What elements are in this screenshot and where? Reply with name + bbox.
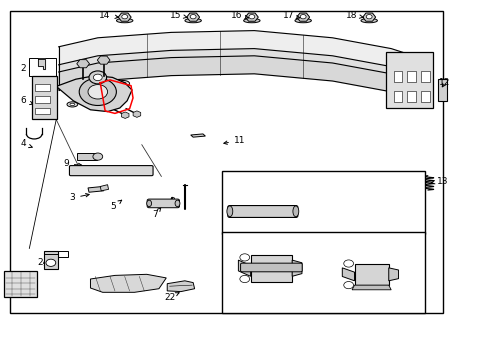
Bar <box>250 255 292 282</box>
Text: 2: 2 <box>20 64 38 75</box>
Ellipse shape <box>415 182 420 184</box>
Ellipse shape <box>120 82 126 85</box>
Bar <box>222 232 425 313</box>
Ellipse shape <box>277 178 292 185</box>
Text: 4: 4 <box>20 139 32 148</box>
Polygon shape <box>90 274 166 292</box>
Bar <box>420 71 429 82</box>
Bar <box>437 79 447 101</box>
Ellipse shape <box>292 206 298 217</box>
Polygon shape <box>56 76 132 112</box>
Ellipse shape <box>226 206 232 217</box>
Bar <box>35 84 50 91</box>
Bar <box>4 271 37 297</box>
Text: 15: 15 <box>170 10 187 19</box>
Bar <box>35 108 50 114</box>
Text: 5: 5 <box>110 200 122 211</box>
Circle shape <box>343 260 353 267</box>
Ellipse shape <box>312 180 320 183</box>
Text: 8: 8 <box>169 197 175 206</box>
Ellipse shape <box>294 18 311 23</box>
Text: 19: 19 <box>267 173 283 181</box>
Circle shape <box>248 14 254 19</box>
Text: 23: 23 <box>5 276 17 284</box>
FancyBboxPatch shape <box>69 166 153 176</box>
Circle shape <box>89 71 106 84</box>
Text: 20: 20 <box>316 174 328 183</box>
Polygon shape <box>59 49 429 86</box>
Text: 1: 1 <box>358 177 364 186</box>
Text: 16: 16 <box>231 10 248 19</box>
Polygon shape <box>351 285 390 290</box>
Ellipse shape <box>70 103 75 105</box>
Text: 14: 14 <box>99 10 118 19</box>
Polygon shape <box>388 268 398 281</box>
Circle shape <box>93 74 102 81</box>
Ellipse shape <box>243 18 260 23</box>
Ellipse shape <box>146 200 151 207</box>
Ellipse shape <box>360 18 377 23</box>
Ellipse shape <box>116 18 133 23</box>
Text: 10: 10 <box>263 199 284 208</box>
Text: 21: 21 <box>99 283 116 292</box>
Circle shape <box>343 282 353 289</box>
Bar <box>393 71 402 82</box>
Circle shape <box>93 153 102 160</box>
Polygon shape <box>100 185 108 191</box>
Ellipse shape <box>117 81 129 86</box>
Circle shape <box>366 14 371 19</box>
Bar <box>420 91 429 102</box>
Circle shape <box>240 275 249 283</box>
Polygon shape <box>38 59 45 69</box>
Polygon shape <box>342 268 354 281</box>
Ellipse shape <box>281 180 288 183</box>
Polygon shape <box>59 31 429 79</box>
Polygon shape <box>88 186 103 192</box>
Text: 3: 3 <box>69 194 89 202</box>
Circle shape <box>88 85 107 99</box>
FancyBboxPatch shape <box>147 199 179 208</box>
Bar <box>407 71 415 82</box>
Ellipse shape <box>67 102 78 107</box>
Circle shape <box>190 14 196 19</box>
Polygon shape <box>59 56 429 104</box>
Polygon shape <box>238 260 250 276</box>
Bar <box>44 251 58 269</box>
Ellipse shape <box>184 18 201 23</box>
FancyBboxPatch shape <box>227 206 297 217</box>
Ellipse shape <box>308 178 324 185</box>
Polygon shape <box>167 281 194 292</box>
Text: 22: 22 <box>164 292 179 302</box>
Bar <box>77 153 97 160</box>
Bar <box>393 91 402 102</box>
Circle shape <box>122 14 127 19</box>
Text: 18: 18 <box>346 10 363 19</box>
Text: 9: 9 <box>63 159 81 168</box>
Text: 24: 24 <box>37 258 49 267</box>
Text: 13: 13 <box>430 177 447 186</box>
Bar <box>222 171 425 234</box>
Bar <box>354 264 388 285</box>
FancyBboxPatch shape <box>240 263 302 272</box>
Text: 11: 11 <box>224 136 245 145</box>
Ellipse shape <box>412 180 423 185</box>
Bar <box>35 96 50 103</box>
Bar <box>10 11 442 313</box>
Polygon shape <box>292 260 302 276</box>
Text: 6: 6 <box>20 96 33 105</box>
Circle shape <box>46 259 56 266</box>
Bar <box>32 76 57 119</box>
Polygon shape <box>190 134 205 137</box>
Text: 7: 7 <box>152 207 161 219</box>
Circle shape <box>300 14 305 19</box>
Circle shape <box>240 254 249 261</box>
Circle shape <box>79 78 116 105</box>
Bar <box>386 52 432 108</box>
Ellipse shape <box>175 200 180 207</box>
Text: 17: 17 <box>282 10 299 19</box>
Bar <box>29 58 56 76</box>
Bar <box>407 91 415 102</box>
Text: 12: 12 <box>438 78 450 87</box>
